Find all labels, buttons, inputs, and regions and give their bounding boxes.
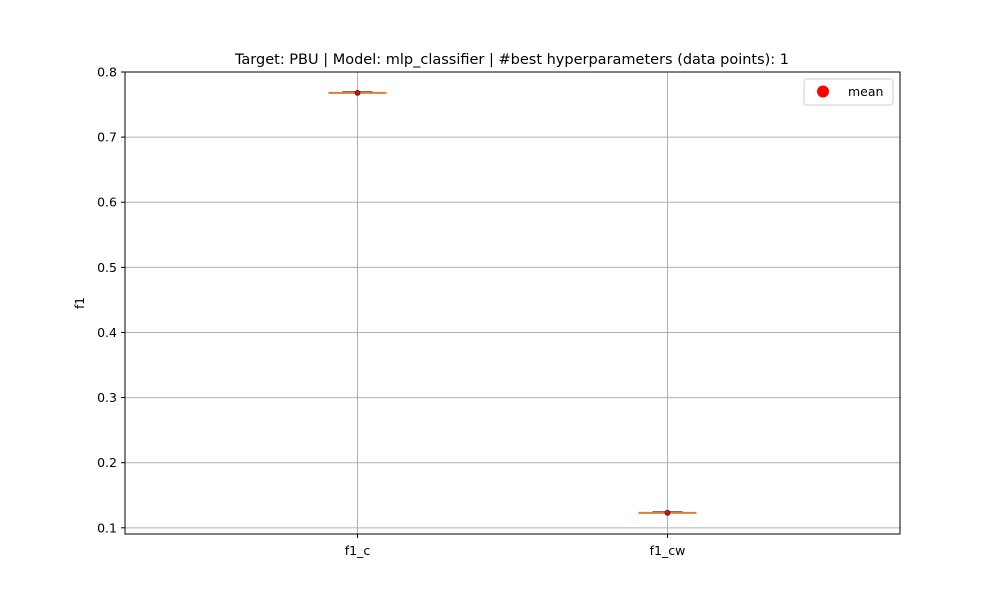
y-axis-ticks: 0.1 0.2 0.3 0.4 0.5 0.6 0.7 0.8 — [97, 65, 125, 535]
y-tick-label: 0.5 — [97, 260, 117, 275]
x-tick-label: f1_cw — [650, 543, 686, 558]
y-tick-label: 0.8 — [97, 65, 117, 80]
y-tick-label: 0.3 — [97, 390, 117, 405]
chart-title: Target: PBU | Model: mlp_classifier | #b… — [234, 52, 789, 68]
x-axis-ticks: f1_c f1_cw — [345, 534, 686, 558]
grid-lines — [125, 71, 900, 534]
mean-marker — [354, 90, 361, 96]
axes-frame — [124, 71, 901, 535]
legend: mean — [803, 78, 894, 106]
legend-mean-marker — [817, 85, 829, 98]
y-tick-label: 0.7 — [97, 130, 117, 145]
box-elements — [328, 90, 697, 516]
legend-box — [803, 78, 894, 106]
mean-marker — [664, 510, 671, 516]
legend-mean-label: mean — [848, 84, 883, 99]
y-tick-label: 0.1 — [97, 520, 117, 535]
y-tick-label: 0.4 — [97, 325, 117, 340]
y-tick-label: 0.6 — [97, 195, 117, 210]
x-tick-label: f1_c — [345, 543, 371, 558]
y-tick-label: 0.2 — [97, 455, 117, 470]
y-axis-label: f1 — [73, 297, 87, 309]
